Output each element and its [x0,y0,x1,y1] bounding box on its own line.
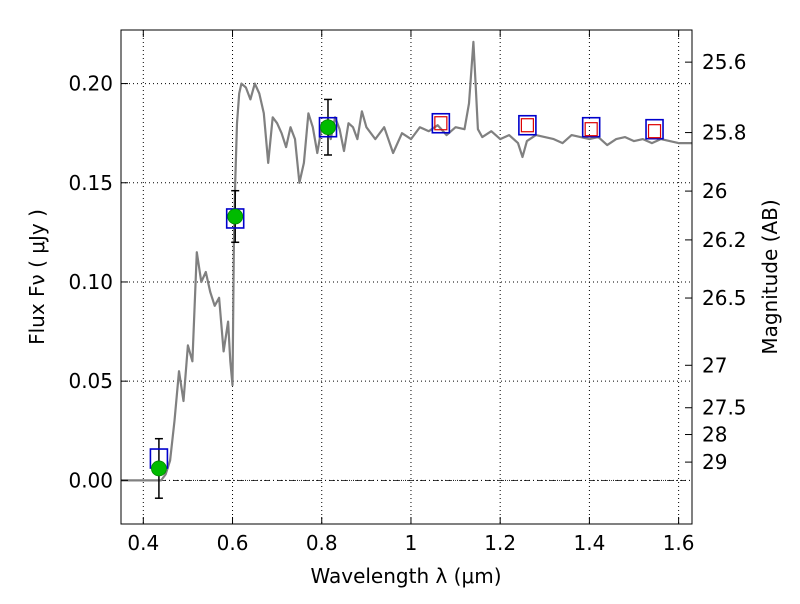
magnitude-tick-label: 29 [702,450,727,474]
magnitude-tick-label: 26 [702,179,727,203]
y-ticks: 0.00 0.05 0.10 0.15 0.20 [68,72,128,492]
spectrum-line [121,40,692,482]
x-tick-label: 1 [405,531,418,555]
magnitude-tick-label: 25.8 [702,121,747,145]
magnitude-tick-label: 26.2 [702,228,747,252]
x-tick-label: 1.6 [663,531,695,555]
markers [149,112,664,477]
x-tick-label: 1.4 [573,531,605,555]
x-tick-label: 0.8 [306,531,338,555]
measured-point [320,119,336,136]
y-axis-label-left: Flux Fν ( μJy ) [25,209,49,345]
plot-frame [120,29,693,525]
x-tick-label: 0.4 [127,531,159,555]
magnitude-tick-label: 27 [702,353,727,377]
y-tick-label: 0.10 [68,270,113,294]
spectrum [121,40,692,482]
predicted-point [584,122,598,137]
magnitude-tick-label: 26.5 [702,286,747,310]
model-point [518,114,537,136]
magnitude-tick-label: 28 [702,423,727,447]
magnitude-ticks: 25.6 25.8 26 26.2 26.5 27 27.5 28 29 [685,50,747,474]
predicted-point [434,116,448,131]
x-ticks: 0.4 0.6 0.8 1 1.2 1.4 1.6 [127,30,695,555]
measured-point [151,460,167,477]
predicted-point [520,118,534,133]
model-point [581,116,601,138]
y-tick-label: 0.15 [68,171,113,195]
y-tick-label: 0.20 [68,72,113,96]
model-point [318,116,338,138]
model-point [431,112,451,134]
y-tick-label: 0.05 [68,369,113,393]
predicted-point [647,124,662,139]
measured-point [227,208,244,225]
x-axis-label: Wavelength λ (μm) [310,564,501,588]
model-point [645,118,664,140]
magnitude-tick-label: 25.6 [702,50,747,74]
magnitude-tick-label: 27.5 [702,396,747,420]
y-tick-label: 0.00 [68,468,113,492]
x-tick-label: 0.6 [217,531,249,555]
x-tick-label: 1.2 [484,531,516,555]
y-axis-label-right: Magnitude (AB) [758,199,782,354]
